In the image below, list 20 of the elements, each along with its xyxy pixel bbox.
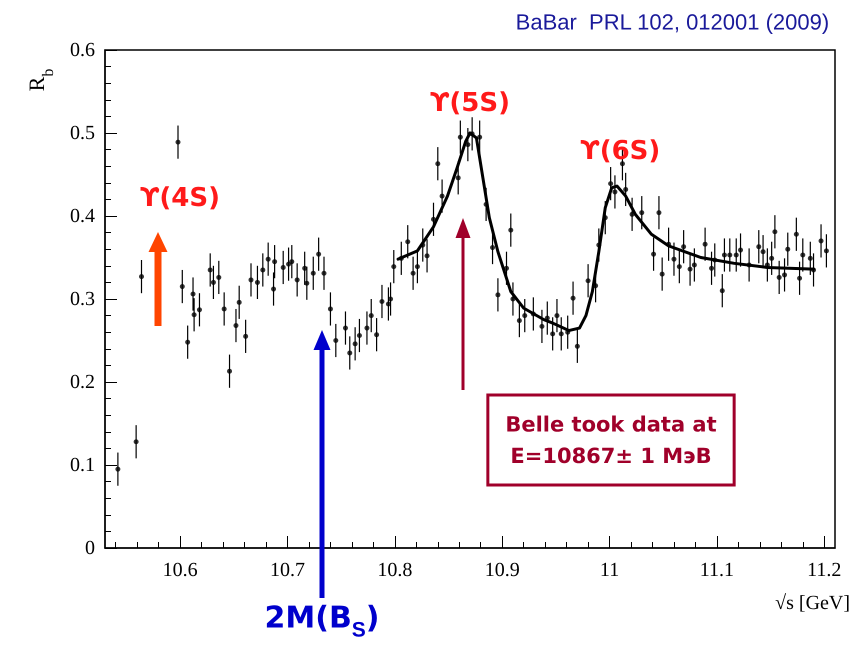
annotation: Belle took data at E=10867± 1 MэВ	[505, 412, 717, 468]
y-tick-label: 0	[85, 537, 95, 559]
annotation: ϒ(4S)	[140, 183, 220, 213]
y-tick-label: 0.1	[70, 454, 95, 476]
x-tick-label: 10.6	[162, 559, 198, 581]
y-tick-label: 0.6	[70, 39, 95, 61]
x-tick-label: 10.9	[484, 559, 520, 581]
x-tick-label: 10.8	[377, 559, 412, 581]
y-tick-label: 0.2	[70, 371, 95, 393]
y-tick-label: 0.3	[70, 288, 95, 310]
x-tick-label: 10.7	[270, 559, 305, 581]
chart-title: BaBar PRL 102, 012001 (2009)	[516, 10, 830, 34]
x-tick-label: 11	[600, 559, 620, 581]
x-axis-title: √s [GeV]	[775, 592, 850, 614]
annotation: ϒ(5S)	[430, 88, 510, 118]
y-tick-label: 0.5	[70, 122, 95, 144]
annotation: ϒ(6S)	[580, 136, 660, 166]
x-tick-label: 11.1	[700, 559, 734, 581]
x-tick-label: 11.2	[807, 559, 842, 581]
y-tick-label: 0.4	[70, 205, 95, 227]
